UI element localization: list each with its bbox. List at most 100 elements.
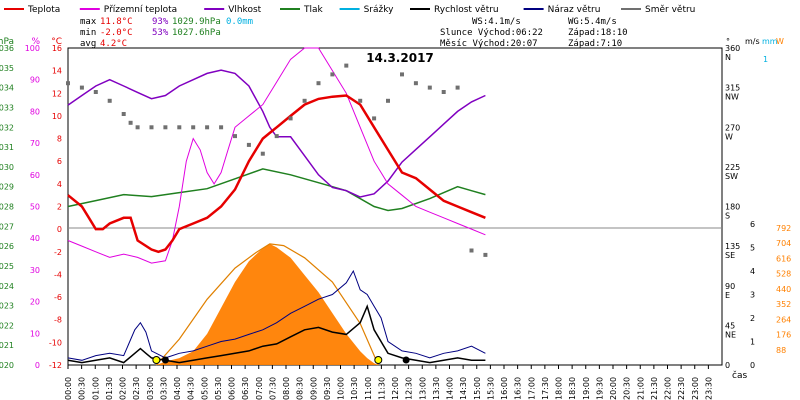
y-tick-label: -8 [54,316,62,325]
y-tick-label: -2 [54,248,62,257]
y-tick-label: 40 [30,234,40,243]
x-tick-label: 06:30 [241,377,250,400]
y-tick-label: 1023 [0,302,14,311]
moonset-marker [161,356,169,364]
y-tick-label: 6 [750,220,755,229]
wind-dir-point [121,112,126,116]
y-tick-label: 1036 [0,44,14,53]
stats-avg-temp: 4.2°C [100,39,127,49]
y-tick-label: 792 [776,224,791,233]
y-tick-label: SE [725,251,735,260]
y-tick-label: 704 [776,239,791,248]
y-tick-label: 315 [725,84,740,93]
wind-dir-point [66,81,70,86]
wind-dir-point [233,134,237,139]
y-tick-label: 1027 [0,222,14,231]
legend-item: Teplota [27,5,60,15]
x-tick-label: 13:00 [418,377,427,400]
wind-dir-point [302,98,307,103]
y-tick-label: 1 [763,55,768,64]
y-tick-label: 440 [776,285,791,294]
y-axis-title: m/s [745,37,760,46]
y-tick-label: 88 [776,346,786,355]
wind-dir-point [93,90,98,94]
x-tick-label: 11:00 [364,377,373,400]
wind-dir-point [316,81,321,86]
wind-dir-point [386,98,390,103]
x-tick-label: 11:30 [377,377,386,400]
y-tick-label: 1035 [0,64,14,73]
y-tick-label: 3 [750,291,755,300]
y-tick-label: 10 [30,329,40,338]
y-tick-label: 1034 [0,84,14,93]
y-tick-label: 0 [35,361,40,370]
y-tick-label: 0 [725,361,730,370]
legend-item: Tlak [303,5,324,15]
y-tick-label: 80 [30,107,40,116]
y-tick-label: NW [725,93,739,102]
x-tick-label: 23:00 [691,377,700,400]
wind-dir-point [441,90,446,94]
x-tick-label: 06:00 [228,377,237,400]
x-tick-label: 08:30 [296,377,305,400]
y-tick-label: 528 [776,270,791,279]
y-tick-label: 176 [776,331,791,340]
y-tick-label: 90 [30,76,40,85]
x-axis-label: čas [732,370,747,381]
wind-dir-point [191,125,196,130]
wind-dir-point [344,63,349,68]
y-tick-label: 0 [57,225,62,234]
legend-item: Přízemní teplota [104,5,177,15]
y-tick-label: S [725,212,730,221]
x-tick-label: 05:30 [214,377,223,400]
y-tick-label: -6 [54,293,62,302]
wind-dir-point [149,125,154,130]
x-tick-label: 16:30 [514,377,523,400]
legend-item: Vlhkost [228,5,261,15]
x-tick-label: 07:00 [255,377,264,400]
y-axis-title: hPa [0,37,14,47]
wind-dir-point [107,98,112,103]
humidity-line [67,69,486,198]
x-tick-label: 01:00 [91,377,100,400]
x-tick-label: 14:00 [446,377,455,400]
y-tick-label: 90 [725,282,735,291]
y-axis-title: °C [51,37,62,47]
y-tick-label: 100 [25,44,40,53]
x-tick-label: 13:30 [432,377,441,400]
chart-title: 14.3.2017 [366,51,434,65]
wind-dir-point [177,125,182,130]
x-tick-label: 19:30 [595,377,604,400]
x-tick-label: 14:30 [459,377,468,400]
y-tick-label: 1033 [0,103,14,112]
y-tick-label: NE [725,330,736,339]
y-tick-label: 1029 [0,183,14,192]
stats-max-hum: 93% [152,17,169,27]
y-tick-label: E [725,291,730,300]
wind-dir-point [163,125,168,130]
y-tick-label: -12 [49,361,62,370]
x-tick-label: 17:00 [527,377,536,400]
x-tick-label: 00:30 [78,377,87,400]
x-tick-label: 23:30 [704,377,713,400]
y-tick-label: 14 [52,67,62,76]
y-tick-label: 270 [725,123,740,132]
legend-item: Rychlost větru [434,5,499,15]
y-tick-label: 225 [725,163,740,172]
y-tick-label: -4 [54,270,62,279]
wind-dir-point [455,85,460,90]
y-axis-title: W [776,37,784,46]
y-tick-label: 1026 [0,242,14,251]
y-tick-label: 264 [776,315,791,324]
wind-dir-point [358,98,363,103]
y-tick-label: 1 [750,338,755,347]
wind-dir-point [330,72,335,77]
y-tick-label: 0 [750,361,755,370]
stats-min-press: 1027.6hPa [172,28,221,38]
y-tick-label: 6 [57,157,62,166]
y-tick-label: 1022 [0,321,14,330]
y-tick-label: 60 [30,171,40,180]
x-tick-label: 17:30 [541,377,550,400]
